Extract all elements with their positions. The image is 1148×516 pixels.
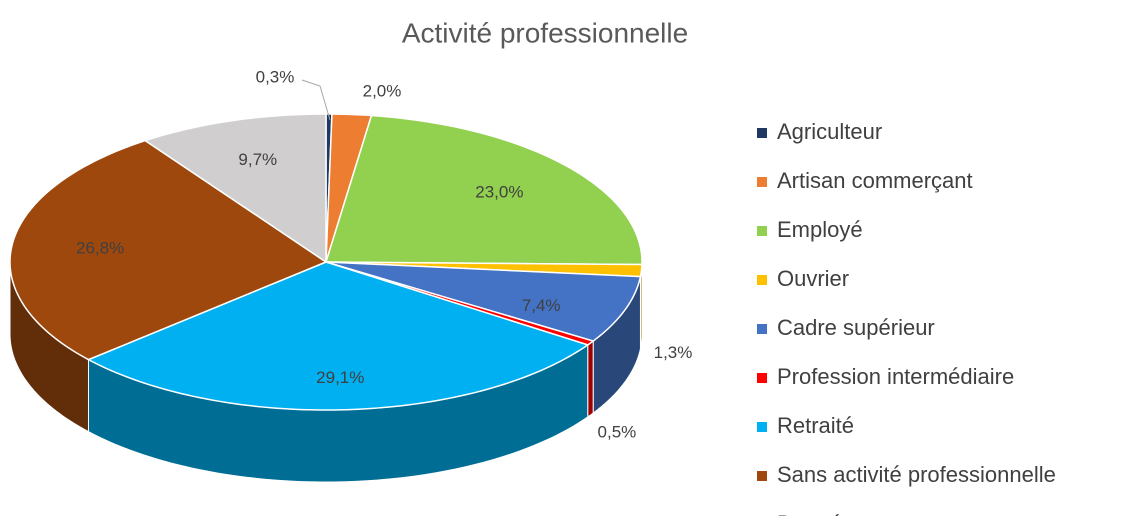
legend-swatch — [757, 275, 767, 285]
leader-line — [301, 79, 331, 121]
legend-swatch — [757, 373, 767, 383]
data-label: 0,3% — [256, 67, 295, 86]
data-label: 23,0% — [475, 182, 523, 201]
data-label: 29,1% — [316, 368, 364, 387]
legend-label: Sans activité professionnelle — [777, 462, 1056, 487]
data-label: 1,3% — [654, 343, 693, 362]
slice-side — [587, 340, 594, 418]
slice — [86, 261, 590, 411]
legend-label: Profession intermédiaire — [777, 364, 1014, 389]
slice — [324, 114, 643, 266]
legend-label: Employé — [777, 217, 863, 242]
data-label: 26,8% — [76, 239, 124, 258]
data-label: 9,7% — [238, 150, 277, 169]
legend-label: Donnée manquante — [777, 511, 970, 516]
slice — [9, 139, 328, 361]
slice — [143, 113, 327, 264]
legend-swatch — [757, 324, 767, 334]
legend-swatch — [757, 422, 767, 432]
data-label: 0,5% — [598, 423, 637, 442]
chart-title: Activité professionnelle — [402, 17, 688, 48]
legend-label: Cadre supérieur — [777, 315, 935, 340]
data-label: 2,0% — [363, 81, 402, 100]
legend-label: Agriculteur — [777, 119, 882, 144]
data-label: 7,4% — [522, 296, 561, 315]
legend-swatch — [757, 226, 767, 236]
legend-swatch — [757, 471, 767, 481]
legend-label: Ouvrier — [777, 266, 849, 291]
legend-swatch — [757, 177, 767, 187]
legend-label: Retraité — [777, 413, 854, 438]
legend-swatch — [757, 128, 767, 138]
legend-label: Artisan commerçant — [777, 168, 973, 193]
slice — [325, 261, 642, 342]
